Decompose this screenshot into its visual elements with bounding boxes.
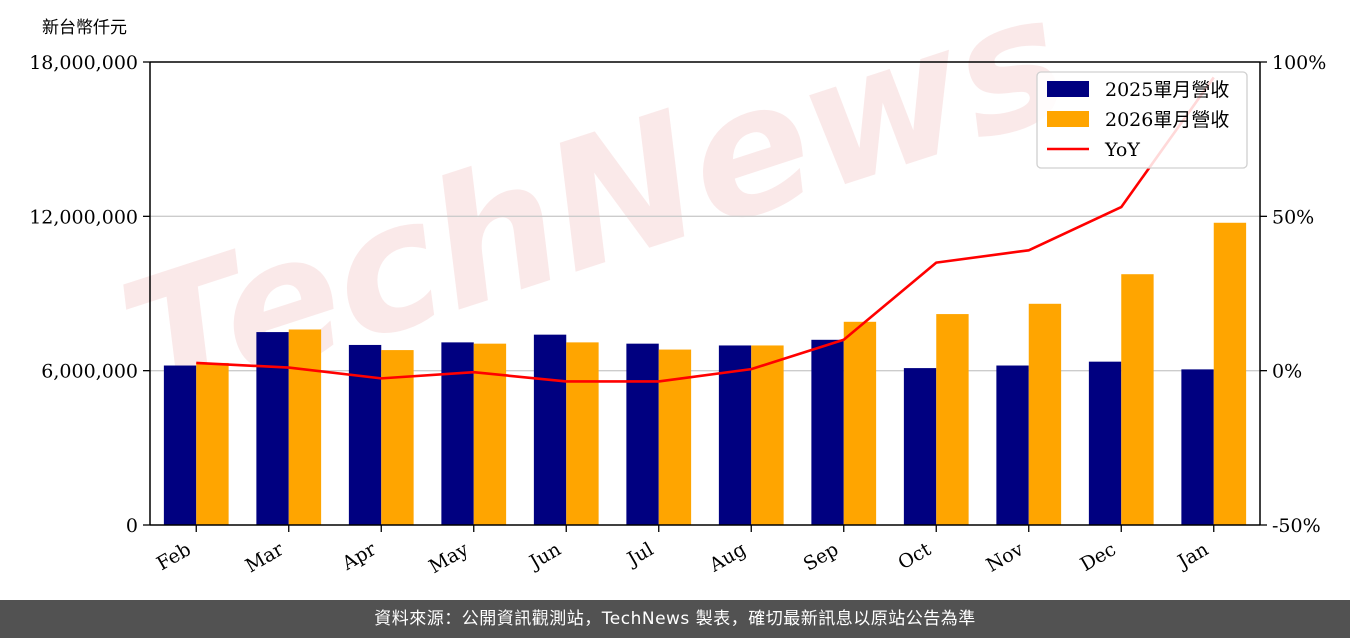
x-tick-label: Jan [1173,538,1213,574]
y-tick-label-right: 0% [1272,361,1302,383]
legend-label-series1: 2025單月營收 [1105,79,1229,101]
yoy-line-layer [196,76,1215,383]
y-tick-label-left: 6,000,000 [41,361,138,383]
chart: TechNews 0 -50%6,000,000 0%12,000,000 50%18… [29,0,1326,578]
legend-box [1036,71,1248,169]
y-tick-label-right: 100% [1272,52,1326,74]
axes [143,61,1267,532]
bar-oct-series1 [903,368,937,525]
bar-may-series2 [473,343,507,525]
footer-source-note: 資料來源：公開資訊觀測站，TechNews 製表，確切最新訊息以原站公告為準 [0,600,1350,638]
x-tick-label: Feb [153,538,195,575]
x-tick-label: Sep [800,538,843,575]
x-tick-label: Jul [622,538,657,571]
y-tick-label-right: -50% [1272,515,1321,537]
y-tick-label-left: 0 [126,515,138,537]
y-tick-label-right: 50% [1272,206,1314,228]
bar-jan-series1 [1181,369,1214,525]
bar-jul-series2 [658,349,692,525]
bar-feb-series1 [163,365,197,525]
legend-label-series2: 2026單月營收 [1105,109,1229,131]
bar-apr-series1 [348,344,382,525]
x-tick-label: Dec [1077,538,1120,576]
bar-mar-series1 [256,332,289,525]
bar-aug-series1 [718,345,752,525]
y-tick-label-left: 12,000,000 [29,206,138,228]
x-tick-label: Aug [705,538,750,577]
bar-jan-series2 [1213,222,1247,525]
x-tick-label: Oct [894,538,935,574]
x-tick-label: Apr [338,538,381,575]
x-tick-label: May [425,538,472,578]
bar-nov-series1 [996,365,1029,525]
legend: 2025單月營收 2026單月營收 YoY [1036,71,1248,169]
bar-sep-series2 [843,321,877,525]
x-tick-label: Mar [242,538,288,577]
yoy-line [196,76,1215,383]
bar-dec-series2 [1121,274,1154,525]
x-tick-label: Nov [983,538,1028,577]
gridlines [150,215,1260,372]
bar-nov-series2 [1028,303,1062,525]
legend-swatch-series2 [1047,111,1089,127]
bar-jul-series1 [626,343,659,525]
x-tick-label: Jun [524,538,565,574]
bar-may-series1 [441,342,474,525]
bar-jun-series2 [566,342,599,525]
bar-oct-series2 [936,314,969,525]
bar-dec-series1 [1088,361,1122,525]
y-tick-label-left: 18,000,000 [29,52,138,74]
bar-jun-series1 [533,334,567,525]
legend-label-yoy: YoY [1104,139,1140,161]
legend-swatch-series1 [1047,81,1089,97]
bar-sep-series1 [811,339,844,525]
y-unit-label: 新台幣仟元 [42,18,127,38]
bar-mar-series2 [288,329,322,525]
bar-aug-series2 [751,345,784,525]
bar-feb-series2 [196,362,229,525]
